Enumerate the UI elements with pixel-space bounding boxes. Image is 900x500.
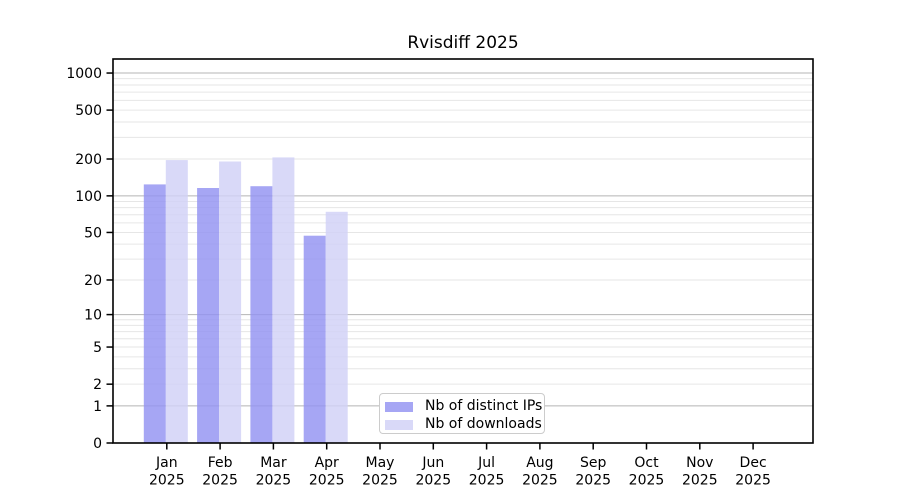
bar-distinct-ips-jan (143, 184, 166, 443)
x-tick-label-month: Dec (740, 455, 767, 471)
bar-downloads-mar (272, 157, 295, 443)
bar-downloads-apr (325, 211, 348, 443)
y-tick-label: 50 (84, 225, 102, 241)
x-tick-label-month: Mar (260, 455, 287, 471)
x-tick-label-year: 2025 (202, 473, 238, 489)
legend-label-distinct-ips: Nb of distinct IPs (425, 398, 543, 414)
x-tick-label-year: 2025 (682, 473, 718, 489)
y-tick-label: 10 (84, 308, 102, 324)
x-tick-label-year: 2025 (575, 473, 611, 489)
x-tick-label-month: Sep (580, 455, 607, 471)
legend-item-distinct-ips: Nb of distinct IPs (385, 398, 544, 415)
y-tick-label: 500 (75, 103, 102, 119)
bar-distinct-ips-feb (197, 188, 220, 443)
legend: Nb of distinct IPs Nb of downloads (379, 393, 545, 434)
legend-item-downloads: Nb of downloads (385, 416, 544, 433)
x-tick-label-month: Apr (315, 455, 339, 471)
x-tick-label-year: 2025 (469, 473, 505, 489)
x-tick-label-month: May (366, 455, 395, 471)
x-tick-label-year: 2025 (149, 473, 185, 489)
y-tick-label: 100 (75, 189, 102, 205)
bar-downloads-feb (219, 161, 242, 443)
x-tick-label-year: 2025 (256, 473, 292, 489)
x-tick-label-year: 2025 (522, 473, 558, 489)
x-tick-label-year: 2025 (415, 473, 451, 489)
legend-swatch-distinct-ips-icon (385, 401, 413, 412)
y-tick-label: 20 (84, 273, 102, 289)
plot-border (112, 58, 814, 444)
y-tick-label: 0 (93, 436, 102, 452)
chart-title: Rvisdiff 2025 (407, 33, 519, 53)
x-tick-label-month: Aug (526, 455, 553, 471)
bar-distinct-ips-mar (250, 186, 273, 443)
y-tick-label: 5 (93, 340, 102, 356)
x-tick-label-month: Nov (686, 455, 713, 471)
legend-label-downloads: Nb of downloads (425, 416, 542, 432)
y-tick-label: 1 (93, 399, 102, 415)
x-tick-label-month: Oct (634, 455, 659, 471)
x-tick-label-month: Jul (477, 455, 495, 471)
x-tick-label-month: Feb (208, 455, 233, 471)
bar-downloads-jan (165, 160, 188, 443)
x-tick-label-year: 2025 (309, 473, 345, 489)
y-tick-label: 1000 (66, 66, 102, 82)
x-tick-label-month: Jun (421, 455, 444, 471)
x-tick-label-month: Jan (155, 455, 178, 471)
y-tick-label: 200 (75, 152, 102, 168)
y-tick-label: 2 (93, 377, 102, 393)
bar-distinct-ips-apr (303, 235, 326, 443)
legend-swatch-downloads-icon (385, 419, 413, 430)
x-tick-label-year: 2025 (629, 473, 665, 489)
x-tick-label-year: 2025 (735, 473, 771, 489)
x-tick-label-year: 2025 (362, 473, 398, 489)
